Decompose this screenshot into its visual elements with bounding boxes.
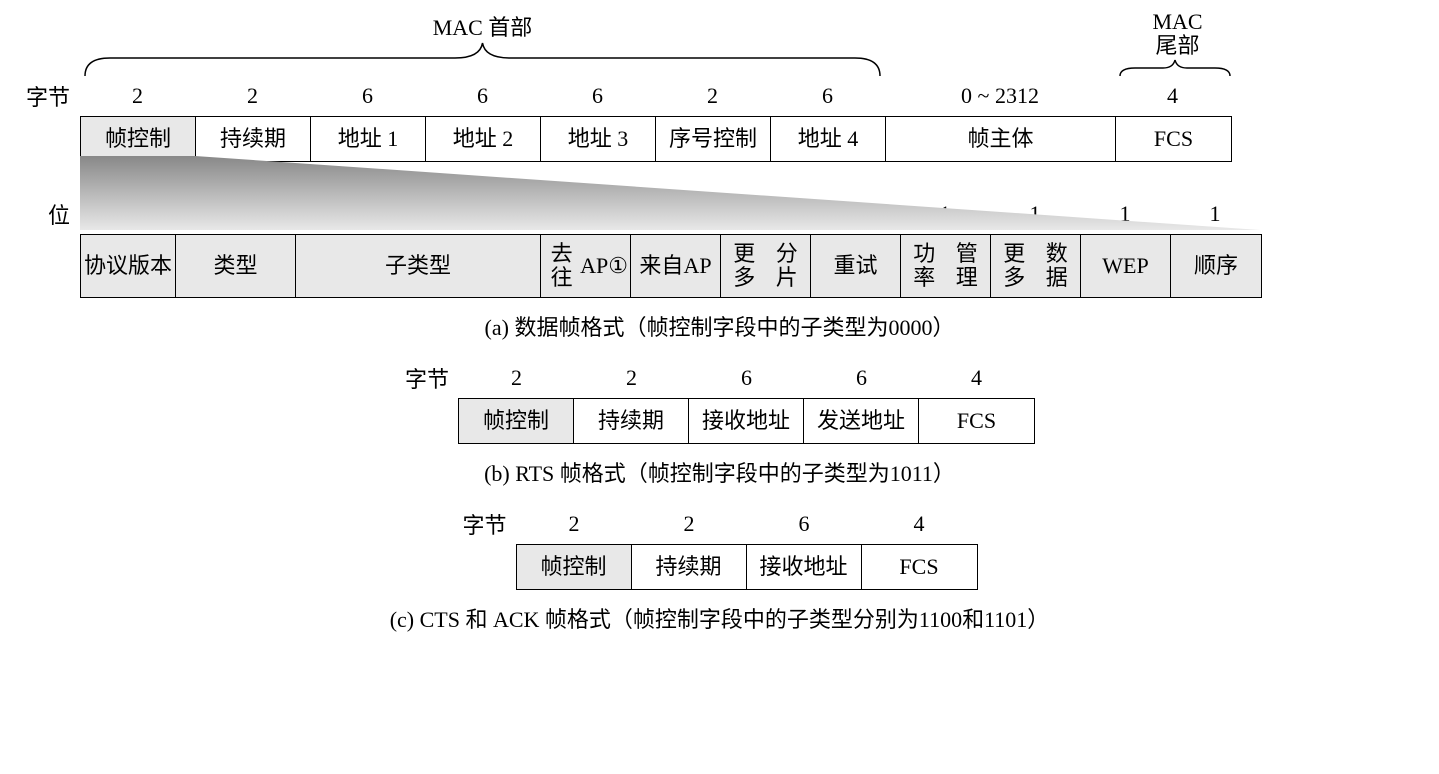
size-label: 2 <box>517 511 632 537</box>
frame-b-fields: 帧控制持续期接收地址发送地址FCS <box>458 398 1035 444</box>
field-cell: 地址 3 <box>541 117 656 161</box>
field-cell: 更多数据 <box>991 235 1081 297</box>
field-cell: 帧主体 <box>886 117 1116 161</box>
size-label: 6 <box>770 83 885 109</box>
size-label: 2 <box>195 83 310 109</box>
size-label: 2 <box>632 511 747 537</box>
size-label: 6 <box>747 511 862 537</box>
caption-a: (a) 数据帧格式（帧控制字段中的子类型为0000） <box>20 310 1419 342</box>
field-cell: 接收地址 <box>747 545 862 589</box>
field-cell: 去往AP① <box>541 235 631 297</box>
section-a: MAC 首部 MAC 尾部 字节 22666260 ~ 23124 帧控制持续期… <box>20 10 1419 342</box>
mac-trailer-label: MAC 尾部 <box>1120 10 1235 58</box>
frame-c-fields-row: 字节 帧控制持续期接收地址FCS <box>20 544 1419 590</box>
mac-trailer-line2: 尾部 <box>1155 33 1199 58</box>
size-label: 6 <box>689 365 804 391</box>
caption-b: (b) RTS 帧格式（帧控制字段中的子类型为1011） <box>20 456 1419 488</box>
size-label: 2 <box>655 83 770 109</box>
field-cell: 子类型 <box>296 235 541 297</box>
field-cell: WEP <box>1081 235 1171 297</box>
section-c: 字节 2264 字节 帧控制持续期接收地址FCS (c) CTS 和 ACK 帧… <box>20 508 1419 634</box>
size-label: 4 <box>919 365 1034 391</box>
size-label: 2 <box>459 365 574 391</box>
field-cell: 持续期 <box>632 545 747 589</box>
size-label: 2 <box>80 83 195 109</box>
size-label: 6 <box>804 365 919 391</box>
field-cell: 持续期 <box>574 399 689 443</box>
mac-header-brace <box>80 38 885 76</box>
field-cell: 重试 <box>811 235 901 297</box>
field-cell: 接收地址 <box>689 399 804 443</box>
frame-b-fields-row: 字节 帧控制持续期接收地址发送地址FCS <box>20 398 1419 444</box>
mac-trailer-line1: MAC <box>1152 9 1202 34</box>
bytes-label-c: 字节 <box>462 508 516 540</box>
frame-b-sizes-row: 字节 22664 <box>20 362 1419 394</box>
frame-a-sizes: 字节 22666260 ~ 23124 <box>20 80 1419 112</box>
size-label: 6 <box>540 83 655 109</box>
size-label: 2 <box>574 365 689 391</box>
field-cell: FCS <box>1116 117 1231 161</box>
field-cell: 来自AP <box>631 235 721 297</box>
field-cell: FCS <box>862 545 977 589</box>
size-label: 0 ~ 2312 <box>885 83 1115 109</box>
section-b: 字节 22664 字节 帧控制持续期接收地址发送地址FCS (b) RTS 帧格… <box>20 362 1419 488</box>
size-label: 4 <box>1115 83 1230 109</box>
size-label: 6 <box>425 83 540 109</box>
field-cell: 类型 <box>176 235 296 297</box>
field-cell: 地址 4 <box>771 117 886 161</box>
size-label: 4 <box>862 511 977 537</box>
field-cell: 帧控制 <box>81 117 196 161</box>
caption-c: (c) CTS 和 ACK 帧格式（帧控制字段中的子类型分别为1100和1101… <box>20 602 1419 634</box>
field-cell: 顺序 <box>1171 235 1261 297</box>
field-cell: FCS <box>919 399 1034 443</box>
bits-label: 位 <box>20 198 80 230</box>
bytes-label-b: 字节 <box>405 362 459 394</box>
field-cell: 更多分片 <box>721 235 811 297</box>
field-cell: 协议版本 <box>81 235 176 297</box>
bits-fields-row: 协议版本类型子类型去往AP①来自AP更多分片重试功率管理更多数据WEP顺序 <box>20 234 1419 298</box>
field-cell: 帧控制 <box>517 545 632 589</box>
field-cell: 发送地址 <box>804 399 919 443</box>
mac-frame-diagram: MAC 首部 MAC 尾部 字节 22666260 ~ 23124 帧控制持续期… <box>20 10 1419 634</box>
bytes-label-a: 字节 <box>20 80 80 112</box>
size-label: 6 <box>310 83 425 109</box>
field-cell: 功率管理 <box>901 235 991 297</box>
bits-fields: 协议版本类型子类型去往AP①来自AP更多分片重试功率管理更多数据WEP顺序 <box>80 234 1262 298</box>
frame-c-sizes-row: 字节 2264 <box>20 508 1419 540</box>
mac-trailer-brace <box>1115 58 1235 76</box>
field-cell: 持续期 <box>196 117 311 161</box>
expansion-connector <box>80 156 1260 230</box>
field-cell: 地址 2 <box>426 117 541 161</box>
field-cell: 帧控制 <box>459 399 574 443</box>
field-cell: 序号控制 <box>656 117 771 161</box>
field-cell: 地址 1 <box>311 117 426 161</box>
frame-c-fields: 帧控制持续期接收地址FCS <box>516 544 978 590</box>
